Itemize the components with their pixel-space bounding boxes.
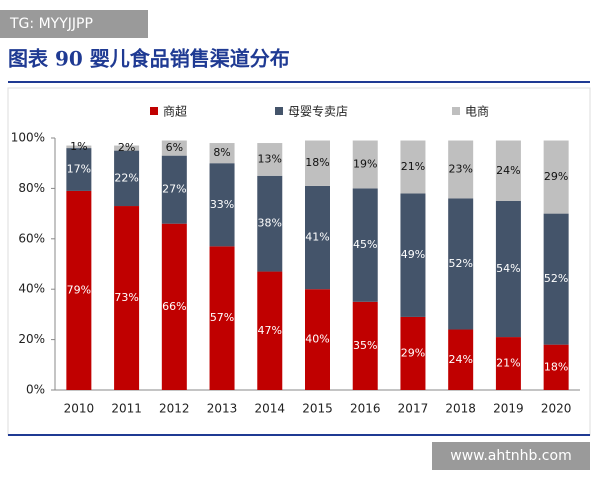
watermark: www.ahtnhb.com (450, 448, 571, 464)
x-tick-label: 2011 (111, 402, 142, 416)
bar-segment (257, 175, 283, 272)
bar-segment (352, 188, 378, 302)
bar-segment (305, 140, 330, 186)
y-tick-label: 100% (11, 131, 45, 145)
value-label: 41% (305, 231, 329, 244)
x-tick-label: 2010 (64, 402, 95, 416)
bar-segment (114, 150, 140, 207)
bar-segment (209, 246, 235, 390)
value-label: 40% (305, 333, 329, 346)
bar-segment (352, 140, 378, 189)
value-label: 52% (448, 257, 472, 270)
value-label: 13% (258, 152, 282, 165)
value-label: 66% (162, 300, 186, 313)
bar-segment (495, 201, 521, 338)
bar-segment (66, 148, 92, 191)
x-tick-label: 2020 (541, 402, 572, 416)
x-tick-label: 2016 (350, 402, 381, 416)
y-tick-label: 60% (18, 231, 45, 245)
value-label: 18% (544, 360, 568, 373)
legend-swatch (275, 107, 283, 115)
bar-segment (400, 140, 426, 194)
x-tick-label: 2012 (159, 402, 190, 416)
bar-segment (543, 213, 569, 345)
bar-segment (209, 163, 235, 247)
bar-segment (543, 140, 569, 214)
x-tick-label: 2013 (207, 402, 238, 416)
bar-segment (495, 337, 521, 390)
value-label: 24% (496, 164, 520, 177)
y-tick-label: 0% (26, 383, 45, 397)
bar-segment (161, 140, 187, 156)
x-tick-label: 2014 (254, 402, 285, 416)
x-tick-label: 2018 (445, 402, 476, 416)
value-label: 49% (401, 248, 425, 261)
bar-segment (305, 289, 330, 390)
value-label: 33% (210, 198, 234, 211)
legend-label: 母婴专卖店 (288, 104, 348, 119)
value-label: 24% (448, 353, 472, 366)
bar-segment (448, 140, 474, 199)
legend-swatch (452, 107, 460, 115)
bar-segment (305, 185, 330, 290)
legend-swatch (150, 107, 158, 115)
y-tick-label: 20% (18, 332, 45, 346)
bar-segment (114, 206, 140, 390)
value-label: 45% (353, 238, 377, 251)
legend-label: 电商 (465, 104, 489, 119)
bar-segment (448, 198, 474, 330)
value-label: 27% (162, 183, 186, 196)
y-tick-label: 40% (18, 282, 45, 296)
value-label: 8% (213, 146, 230, 159)
y-tick-label: 80% (18, 181, 45, 195)
x-tick-label: 2017 (398, 402, 429, 416)
value-label: 73% (114, 291, 138, 304)
value-label: 57% (210, 311, 234, 324)
value-label: 52% (544, 272, 568, 285)
value-label: 23% (448, 163, 472, 176)
bar-segment (352, 301, 378, 390)
value-label: 21% (496, 357, 520, 370)
legend-label: 商超 (163, 104, 187, 119)
value-label: 35% (353, 339, 377, 352)
bar-segment (209, 143, 235, 164)
value-label: 17% (67, 163, 91, 176)
value-label: 79% (67, 283, 91, 296)
bar-segment (448, 329, 474, 390)
bar-segment (400, 193, 426, 317)
watermark-box (0, 10, 148, 38)
bar-segment (161, 223, 187, 390)
value-label: 29% (544, 170, 568, 183)
value-label: 38% (258, 217, 282, 230)
value-label: 18% (305, 156, 329, 169)
value-label: 2% (118, 141, 135, 154)
chart-title: 图表 90 婴儿食品销售渠道分布 (8, 47, 290, 71)
bar-segment (257, 271, 283, 390)
bar-segment (161, 155, 187, 224)
value-label: 29% (401, 346, 425, 359)
x-tick-label: 2019 (493, 402, 524, 416)
value-label: 6% (166, 141, 183, 154)
bar-segment (66, 145, 92, 149)
bar-segment (257, 143, 283, 176)
bar-segment (66, 190, 92, 390)
bar-segment (543, 344, 569, 390)
value-label: 1% (70, 140, 87, 153)
value-label: 47% (258, 324, 282, 337)
x-tick-label: 2015 (302, 402, 333, 416)
value-label: 54% (496, 262, 520, 275)
bar-segment (495, 140, 521, 201)
bar-segment (400, 316, 426, 390)
bar-segment (114, 145, 140, 151)
watermark-box (432, 442, 590, 470)
value-label: 19% (353, 157, 377, 170)
value-label: 22% (114, 171, 138, 184)
value-label: 21% (401, 160, 425, 173)
watermark: TG: MYYJJPP (9, 16, 93, 32)
